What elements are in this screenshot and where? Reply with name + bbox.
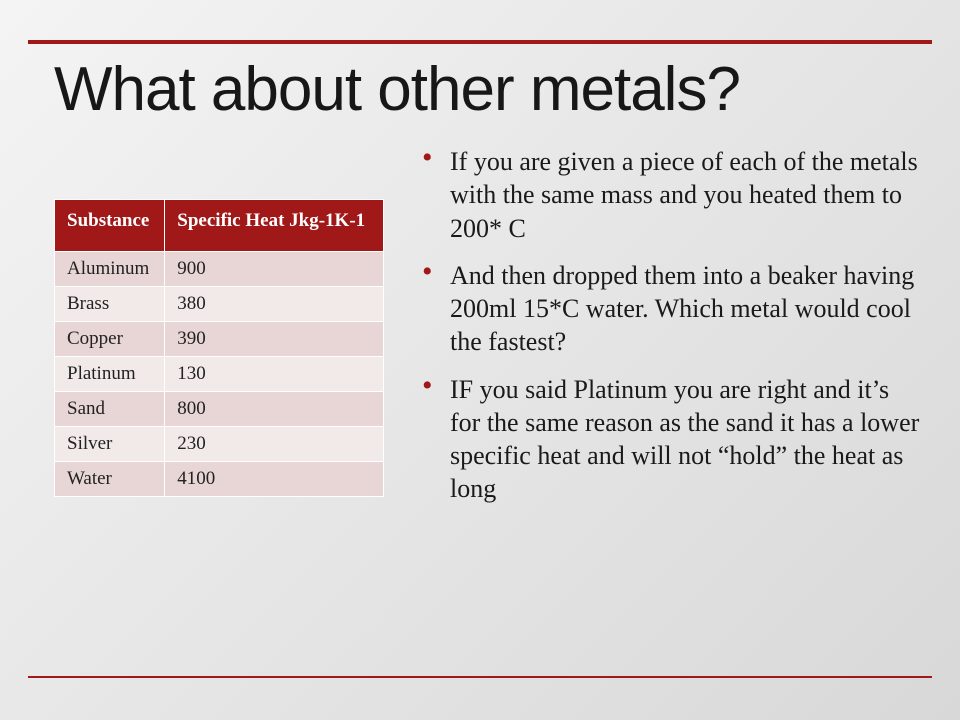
slide: What about other metals? Substance Speci… bbox=[0, 0, 960, 720]
col-header-specific-heat: Specific Heat Jkg-1K-1 bbox=[165, 200, 384, 252]
cell-value: 380 bbox=[165, 286, 384, 321]
table-row: Silver 230 bbox=[55, 426, 384, 461]
bullet-item: If you are given a piece of each of the … bbox=[420, 145, 920, 245]
table-row: Sand 800 bbox=[55, 391, 384, 426]
top-accent-bar bbox=[28, 0, 932, 44]
cell-value: 390 bbox=[165, 321, 384, 356]
bullet-item: And then dropped them into a beaker havi… bbox=[420, 259, 920, 359]
table-row: Copper 390 bbox=[55, 321, 384, 356]
col-header-substance: Substance bbox=[55, 200, 165, 252]
cell-value: 900 bbox=[165, 251, 384, 286]
cell-value: 230 bbox=[165, 426, 384, 461]
content-area: Substance Specific Heat Jkg-1K-1 Aluminu… bbox=[0, 139, 960, 520]
cell-substance: Aluminum bbox=[55, 251, 165, 286]
slide-title: What about other metals? bbox=[54, 54, 960, 125]
specific-heat-table: Substance Specific Heat Jkg-1K-1 Aluminu… bbox=[54, 199, 384, 497]
cell-substance: Water bbox=[55, 461, 165, 496]
table-row: Brass 380 bbox=[55, 286, 384, 321]
table-region: Substance Specific Heat Jkg-1K-1 Aluminu… bbox=[54, 139, 384, 520]
cell-value: 130 bbox=[165, 356, 384, 391]
cell-substance: Sand bbox=[55, 391, 165, 426]
bullet-region: If you are given a piece of each of the … bbox=[420, 139, 920, 520]
cell-substance: Brass bbox=[55, 286, 165, 321]
cell-substance: Copper bbox=[55, 321, 165, 356]
cell-substance: Platinum bbox=[55, 356, 165, 391]
table-row: Platinum 130 bbox=[55, 356, 384, 391]
table-row: Aluminum 900 bbox=[55, 251, 384, 286]
cell-value: 4100 bbox=[165, 461, 384, 496]
table-row: Water 4100 bbox=[55, 461, 384, 496]
bullet-item: IF you said Platinum you are right and i… bbox=[420, 373, 920, 506]
bottom-accent-line bbox=[28, 676, 932, 678]
cell-substance: Silver bbox=[55, 426, 165, 461]
cell-value: 800 bbox=[165, 391, 384, 426]
bullet-list: If you are given a piece of each of the … bbox=[420, 145, 920, 506]
